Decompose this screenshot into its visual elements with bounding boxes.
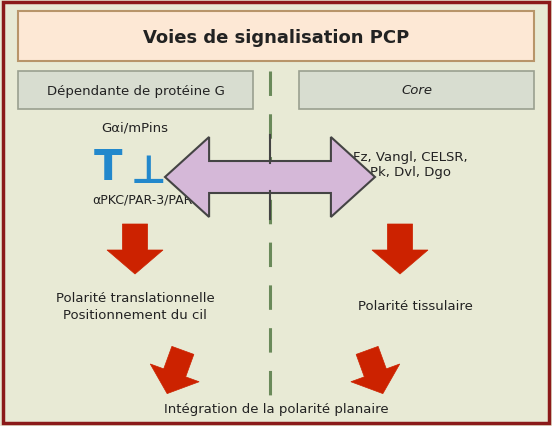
Text: Voies de signalisation PCP: Voies de signalisation PCP — [143, 29, 409, 47]
Text: Polarité translationnelle
Positionnement du cil: Polarité translationnelle Positionnement… — [56, 291, 214, 321]
Polygon shape — [107, 225, 163, 274]
Text: Intégration de la polarité planaire: Intégration de la polarité planaire — [164, 403, 388, 415]
Polygon shape — [150, 347, 199, 394]
Text: Polarité tissulaire: Polarité tissulaire — [358, 300, 473, 313]
FancyBboxPatch shape — [18, 72, 253, 110]
FancyBboxPatch shape — [3, 3, 549, 423]
Text: T: T — [94, 147, 122, 189]
Text: ⊥: ⊥ — [130, 153, 166, 190]
Polygon shape — [165, 138, 375, 218]
Polygon shape — [351, 347, 400, 394]
FancyBboxPatch shape — [18, 12, 534, 62]
Text: Fz, Vangl, CELSR,
Pk, Dvl, Dgo: Fz, Vangl, CELSR, Pk, Dvl, Dgo — [353, 151, 468, 178]
Text: αPKC/PAR-3/PAR-6: αPKC/PAR-3/PAR-6 — [92, 193, 204, 206]
Text: Core: Core — [401, 84, 432, 97]
FancyBboxPatch shape — [299, 72, 534, 110]
Polygon shape — [372, 225, 428, 274]
Text: Gαi/mPins: Gαi/mPins — [102, 121, 168, 134]
Text: Dépendante de protéine G: Dépendante de protéine G — [46, 84, 225, 97]
